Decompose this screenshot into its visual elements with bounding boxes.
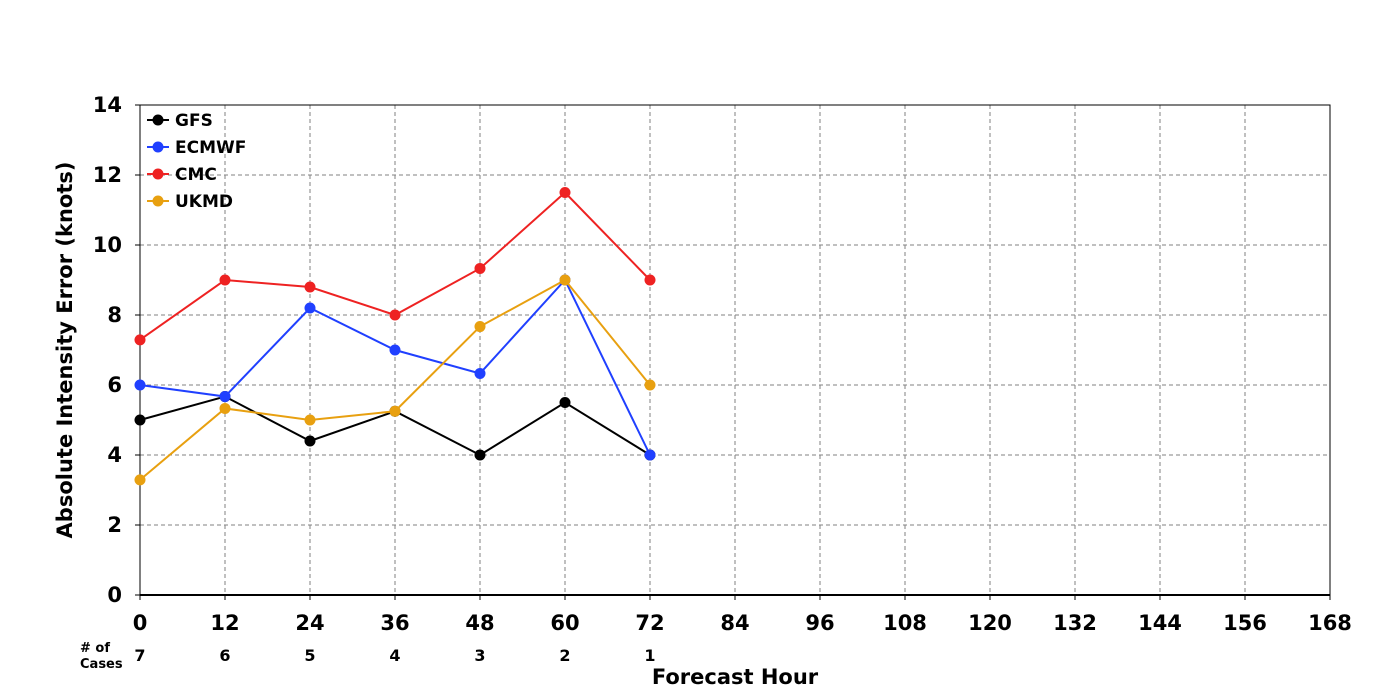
case-count: 5	[304, 646, 315, 665]
series-layer	[134, 187, 656, 486]
data-point	[474, 321, 486, 333]
x-axis-ticks: 0 12 24 36 48 60 72 84 96 108 120 132 144 156 168	[133, 595, 1352, 635]
data-point	[389, 344, 401, 356]
x-tick-label: 72	[635, 611, 664, 635]
case-count: 2	[559, 646, 570, 665]
y-tick-label: 10	[93, 233, 122, 257]
data-point	[559, 187, 571, 198]
data-point	[474, 367, 486, 379]
grid-lines	[140, 105, 1330, 595]
cases-row: # of Cases 7 6 5 4 3 2 1	[80, 641, 656, 672]
legend-swatch-marker	[152, 168, 164, 180]
case-count: 4	[389, 646, 400, 665]
legend-label: ECMWF	[175, 138, 246, 158]
data-point	[134, 334, 146, 346]
x-tick-label: 0	[133, 611, 148, 635]
x-tick-label: 144	[1138, 611, 1182, 635]
y-axis-ticks: 0 2 4 6 8 10 12 14	[93, 93, 140, 607]
data-point	[644, 449, 656, 461]
x-tick-label: 96	[805, 611, 834, 635]
legend-item-cmc: CMC	[147, 165, 217, 185]
data-point	[389, 309, 401, 321]
x-tick-label: 36	[380, 611, 409, 635]
y-tick-label: 2	[107, 513, 122, 537]
legend-swatch-marker	[152, 114, 164, 126]
data-point	[219, 402, 231, 414]
series-cmc	[134, 187, 656, 346]
data-point	[644, 274, 656, 286]
data-point	[219, 274, 231, 286]
y-tick-label: 0	[107, 583, 122, 607]
data-point	[134, 414, 146, 426]
data-point	[559, 274, 571, 286]
y-tick-label: 14	[93, 93, 122, 117]
data-point	[134, 379, 146, 391]
series-ukmd	[134, 274, 656, 486]
case-count: 7	[134, 646, 145, 665]
y-tick-label: 4	[107, 443, 122, 467]
y-tick-label: 6	[107, 373, 122, 397]
data-point	[389, 405, 401, 417]
data-point	[644, 379, 656, 391]
legend: GFS ECMWF CMC UKMD	[147, 111, 246, 212]
legend-item-gfs: GFS	[147, 111, 213, 131]
legend-label: UKMD	[175, 192, 233, 212]
x-tick-label: 132	[1053, 611, 1097, 635]
data-point	[304, 302, 316, 314]
x-tick-label: 24	[295, 611, 324, 635]
cases-label: Cases	[80, 657, 123, 672]
legend-item-ecmwf: ECMWF	[147, 138, 246, 158]
data-point	[559, 397, 571, 408]
data-point	[304, 414, 316, 426]
x-tick-label: 48	[465, 611, 494, 635]
data-point	[304, 435, 316, 447]
x-tick-label: 60	[550, 611, 579, 635]
legend-swatch-marker	[152, 195, 164, 207]
x-axis-title: Forecast Hour	[652, 665, 819, 689]
case-count: 1	[644, 646, 655, 665]
series-line	[139, 395, 651, 457]
x-tick-label: 168	[1308, 611, 1352, 635]
case-count: 3	[474, 646, 485, 665]
x-tick-label: 12	[210, 611, 239, 635]
data-point	[304, 281, 316, 293]
x-tick-label: 156	[1223, 611, 1267, 635]
y-tick-label: 12	[93, 163, 122, 187]
y-tick-label: 8	[107, 303, 122, 327]
legend-item-ukmd: UKMD	[147, 192, 233, 212]
legend-swatch-marker	[152, 141, 164, 153]
cases-label: # of	[80, 641, 110, 656]
legend-label: GFS	[175, 111, 213, 131]
case-count: 6	[219, 646, 230, 665]
data-point	[134, 474, 146, 486]
x-tick-label: 84	[720, 611, 749, 635]
x-tick-label: 108	[883, 611, 927, 635]
data-point	[474, 449, 486, 461]
x-tick-label: 120	[968, 611, 1012, 635]
data-point	[219, 391, 231, 403]
data-point	[474, 262, 486, 274]
legend-label: CMC	[175, 165, 217, 185]
y-axis-title: Absolute Intensity Error (knots)	[53, 162, 77, 539]
